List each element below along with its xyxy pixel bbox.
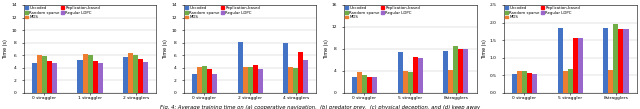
Bar bbox=[578, 38, 583, 93]
Bar bbox=[522, 71, 527, 93]
Bar bbox=[289, 67, 293, 93]
Bar bbox=[613, 24, 618, 93]
Bar bbox=[527, 73, 532, 93]
Bar bbox=[36, 55, 42, 93]
Bar bbox=[568, 69, 573, 93]
Y-axis label: Time (s): Time (s) bbox=[3, 39, 8, 59]
Bar bbox=[444, 51, 449, 93]
Bar bbox=[248, 66, 253, 93]
Bar bbox=[463, 49, 468, 93]
Bar bbox=[98, 63, 102, 93]
Bar bbox=[517, 71, 522, 93]
Bar bbox=[202, 66, 207, 93]
Bar bbox=[532, 74, 537, 93]
Legend: Uncoded, Random sparse, MDS, Replication-based, Regular LDPC: Uncoded, Random sparse, MDS, Replication… bbox=[344, 6, 420, 20]
Legend: Uncoded, Random sparse, MDS, Replication-based, Regular LDPC: Uncoded, Random sparse, MDS, Replication… bbox=[184, 6, 260, 20]
Bar bbox=[192, 74, 196, 93]
Bar bbox=[212, 74, 217, 93]
Bar bbox=[284, 43, 289, 93]
Bar bbox=[453, 46, 458, 93]
Bar bbox=[124, 57, 128, 93]
Bar bbox=[397, 52, 403, 93]
Bar bbox=[32, 63, 36, 93]
Bar bbox=[243, 67, 248, 93]
Legend: Uncoded, Random sparse, MDS, Replication-based, Regular LDPC: Uncoded, Random sparse, MDS, Replication… bbox=[504, 6, 580, 20]
Bar bbox=[367, 77, 372, 93]
Bar bbox=[372, 77, 377, 93]
Bar bbox=[128, 53, 133, 93]
Bar bbox=[623, 29, 628, 93]
Bar bbox=[449, 70, 453, 93]
Bar bbox=[77, 60, 83, 93]
Bar bbox=[352, 77, 356, 93]
Bar bbox=[253, 65, 258, 93]
Bar bbox=[356, 72, 362, 93]
Bar bbox=[88, 55, 93, 93]
Bar bbox=[512, 74, 517, 93]
Bar bbox=[293, 68, 298, 93]
Bar bbox=[237, 42, 243, 93]
Bar bbox=[408, 72, 413, 93]
Bar bbox=[458, 49, 463, 93]
Bar bbox=[42, 56, 47, 93]
Bar bbox=[93, 61, 98, 93]
Bar bbox=[133, 55, 138, 93]
Bar bbox=[563, 71, 568, 93]
Bar bbox=[362, 75, 367, 93]
Bar bbox=[557, 28, 563, 93]
Bar bbox=[418, 58, 422, 93]
Bar bbox=[609, 70, 613, 93]
Bar bbox=[604, 28, 609, 93]
Y-axis label: Time (s): Time (s) bbox=[163, 39, 168, 59]
Legend: Uncoded, Random sparse, MDS, Replication-based, Regular LDPC: Uncoded, Random sparse, MDS, Replication… bbox=[24, 6, 100, 20]
Bar bbox=[143, 62, 148, 93]
Bar bbox=[196, 67, 202, 93]
Bar bbox=[573, 38, 578, 93]
Y-axis label: Time (s): Time (s) bbox=[324, 39, 328, 59]
Bar bbox=[303, 60, 308, 93]
Y-axis label: Time (s): Time (s) bbox=[482, 39, 487, 59]
Bar bbox=[47, 61, 52, 93]
Bar bbox=[298, 52, 303, 93]
Bar bbox=[403, 72, 408, 93]
Bar bbox=[52, 63, 57, 93]
Bar bbox=[138, 59, 143, 93]
Bar bbox=[207, 69, 212, 93]
Text: Fig. 4: Average training time on (a) cooperative navigation,  (b) predator prey,: Fig. 4: Average training time on (a) coo… bbox=[160, 105, 480, 109]
Bar bbox=[83, 54, 88, 93]
Bar bbox=[413, 57, 418, 93]
Bar bbox=[258, 69, 262, 93]
Bar bbox=[618, 29, 623, 93]
